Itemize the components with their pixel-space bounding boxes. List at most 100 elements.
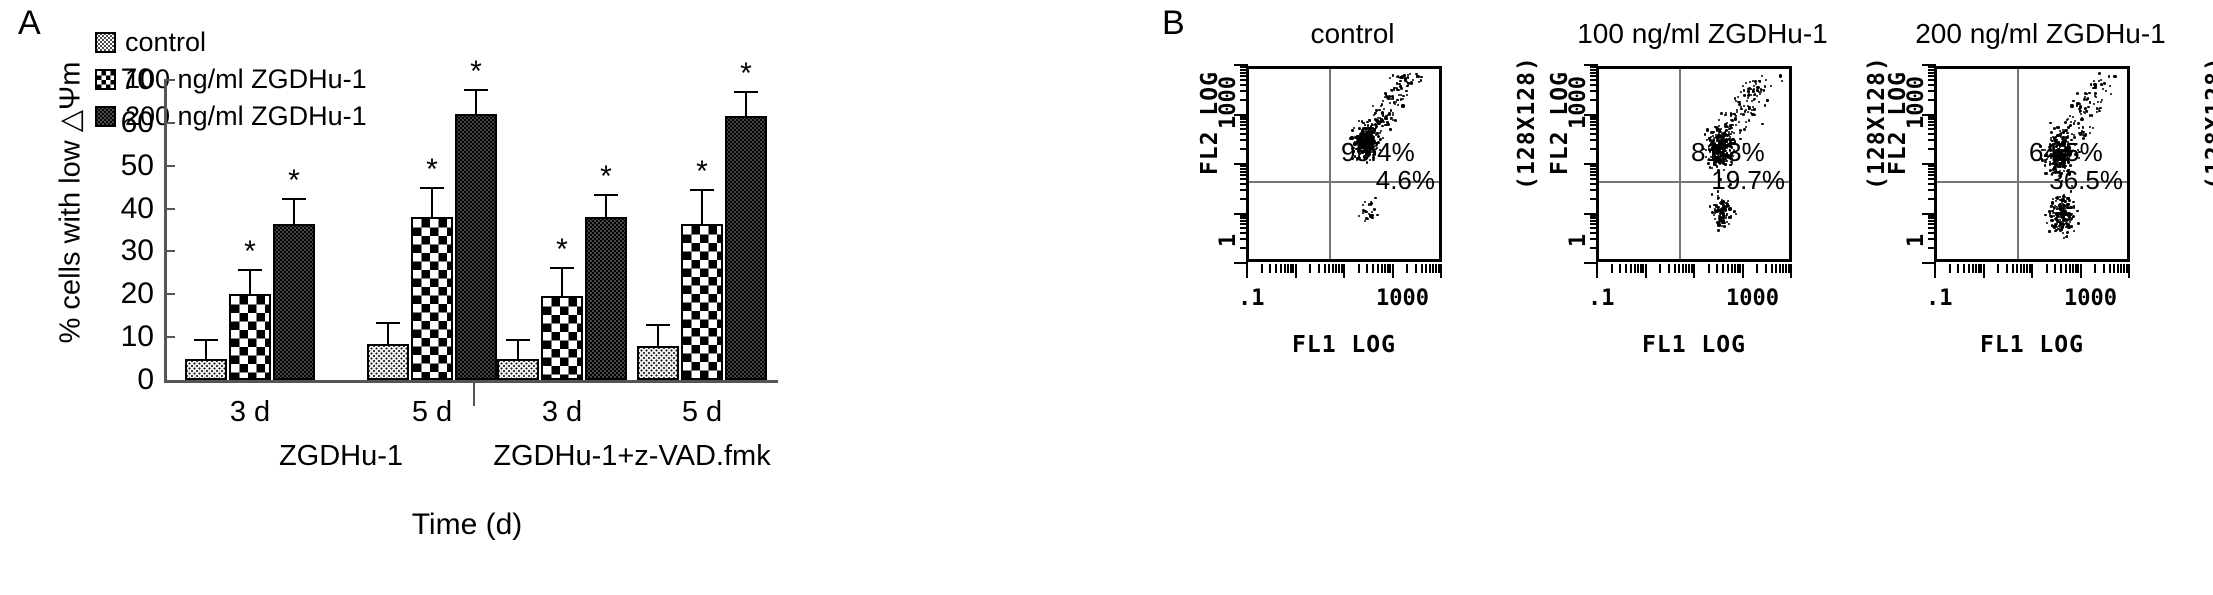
flow-dot	[1714, 134, 1718, 137]
flow-dot	[1729, 135, 1732, 139]
flow-dot	[1410, 81, 1414, 85]
flow-dot	[2058, 165, 2063, 169]
flow-dot	[2062, 138, 2065, 142]
flow-dot	[1716, 161, 1719, 164]
flow-dot	[1708, 148, 1711, 151]
flow-dot	[1371, 153, 1374, 156]
flow-dot	[2091, 126, 2094, 130]
flow-dot	[1750, 99, 1753, 103]
flow-dot	[1726, 159, 1729, 162]
flow-dot	[1368, 159, 1371, 162]
flow-dot	[1707, 137, 1710, 141]
flow-dot	[1381, 114, 1385, 117]
flow-dot	[1728, 143, 1732, 148]
flow-dot	[2086, 110, 2089, 113]
flow-dot	[1728, 182, 1733, 187]
flow-dot	[1724, 139, 1727, 142]
flow-dot	[2060, 133, 2063, 136]
flow-dot	[1737, 95, 1740, 99]
flow-dot	[1378, 116, 1382, 119]
flow-dot	[2046, 221, 2049, 224]
flow-dot	[1728, 127, 1731, 130]
flow-dot	[1365, 132, 1368, 136]
flow-dot	[1727, 204, 1730, 207]
flow-dot	[1725, 125, 1728, 128]
flow-dot	[1754, 92, 1757, 95]
flow-dot	[1363, 133, 1366, 137]
flow-dot	[1408, 73, 1411, 76]
flow-dot	[2060, 213, 2063, 216]
flow-dot	[2058, 173, 2061, 176]
flow-dot	[2049, 131, 2054, 135]
legend-swatch-100-icon	[95, 69, 116, 90]
flow-dot	[1374, 131, 1377, 134]
flow-plot: 200 ng/ml ZGDHu-1 FL2 LOG (128X128) 1000 1 64…	[1868, 0, 2213, 380]
flow-dot	[1377, 134, 1381, 138]
flow-dot	[2047, 155, 2050, 159]
flow-dot	[2080, 117, 2084, 120]
flow-dot	[2071, 217, 2074, 220]
flow-dot	[1714, 157, 1718, 161]
flow-dot	[2055, 219, 2058, 222]
flow-dot	[1354, 148, 1358, 151]
flow-dot	[2073, 144, 2076, 147]
flow-dot	[1729, 138, 1733, 142]
flow-dot	[2057, 141, 2060, 144]
flow-dot	[1719, 130, 1722, 134]
flow-dot	[2050, 136, 2053, 139]
flow-dot	[1365, 145, 1368, 148]
flow-dot	[2067, 168, 2070, 172]
flow-dot	[1726, 126, 1730, 129]
flow-dot	[2056, 158, 2060, 162]
flow-dot	[1718, 144, 1721, 147]
flow-dot	[2100, 99, 2103, 102]
flow-dot	[2068, 147, 2072, 151]
flow-dot	[1722, 138, 1725, 141]
x-tick-label: 3 d	[229, 396, 271, 428]
flow-dot	[1354, 135, 1358, 139]
flow-dot	[1707, 157, 1711, 160]
error-bar	[517, 341, 519, 359]
flow-y-tick-marks	[1920, 64, 1936, 264]
y-tick-label: 60	[120, 105, 154, 139]
flow-dot	[1753, 93, 1756, 97]
flow-dot	[1399, 84, 1403, 88]
flow-dot	[2066, 151, 2069, 155]
flow-dot	[1715, 143, 1718, 146]
y-tick-mark	[164, 164, 175, 167]
flow-dot	[1718, 130, 1721, 133]
flow-dot	[2069, 164, 2073, 168]
flow-dot	[1718, 161, 1721, 164]
flow-dot	[1724, 134, 1727, 137]
quadrant-horizontal-line	[1937, 181, 2127, 183]
flow-dot	[2063, 210, 2068, 214]
flow-dot	[1357, 141, 1360, 144]
flow-y-tick-marks	[1232, 64, 1248, 264]
flow-dot	[1723, 221, 1726, 224]
flow-dot	[1725, 128, 1729, 132]
flow-dot	[1716, 207, 1719, 211]
flow-dot	[2104, 90, 2107, 93]
flow-dot	[1720, 133, 1723, 136]
flow-dot	[2054, 168, 2057, 171]
y-tick-label: 70	[120, 63, 154, 96]
flow-dot	[2052, 208, 2056, 211]
flow-dot	[1744, 121, 1748, 124]
flow-dot	[2068, 124, 2073, 128]
flow-y-tick-marks	[1582, 64, 1598, 264]
flow-dot	[1715, 211, 1718, 214]
flow-dot	[2088, 92, 2091, 95]
flow-dot	[2054, 171, 2057, 174]
flow-dot	[2051, 201, 2055, 205]
x-axis-title: Time (d)	[411, 508, 523, 541]
flow-dot	[1719, 150, 1722, 153]
flow-dot	[1383, 91, 1387, 96]
flow-dot	[1743, 89, 1746, 92]
flow-dot	[1738, 132, 1742, 135]
flow-dot	[1719, 127, 1722, 131]
significance-marker: *	[696, 155, 708, 189]
flow-dot	[1734, 151, 1737, 154]
flow-dot	[1361, 150, 1364, 153]
flow-dot	[2076, 121, 2080, 125]
flow-dot	[1719, 178, 1723, 182]
